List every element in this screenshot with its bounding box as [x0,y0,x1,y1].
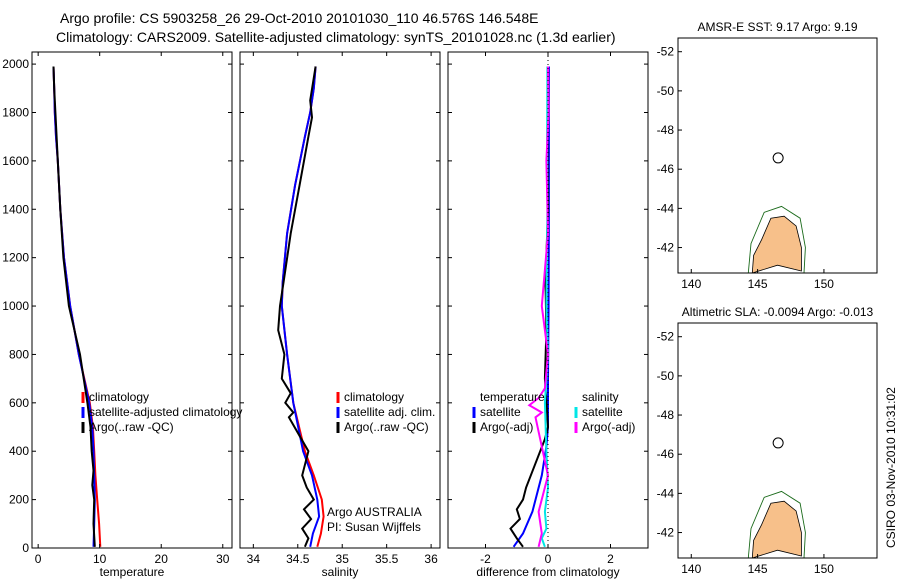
temperature-series-1 [52,66,96,547]
sst_map-ytick-label: -44 [657,201,675,215]
salinity-series-1 [280,66,321,547]
sst_map-xtick-label: 140 [681,277,701,291]
sla_map-argo-marker [772,437,784,449]
depth-tick-label: 400 [9,444,29,458]
temperature-series-2 [52,66,96,547]
depth-tick-label: 1600 [2,154,29,168]
sla_map-shelf-contour [747,490,806,559]
salinity-xtick-label: 35.5 [375,552,399,566]
salinity-series-2 [277,66,317,548]
depth-tick-label: 0 [22,541,29,555]
temperature-xlabel: temperature [100,565,165,579]
salinity-xtick-label: 35 [336,552,350,566]
sst_map-ytick-label: -46 [657,162,675,176]
depth-tick-label: 600 [9,396,29,410]
sst_map-ytick-label: -42 [657,241,675,255]
sla_map-ytick-label: -46 [657,447,675,461]
depth-tick-label: 800 [9,347,29,361]
sst_map-ytick-label: -50 [657,84,675,98]
sst_map-ytick-label: -52 [657,45,675,59]
temperature-legend-1-label: satellite-adjusted climatology [89,405,242,419]
sla_map-xtick-label: 140 [681,562,701,576]
salinity-xtick-label: 34 [247,552,261,566]
depth-tick-label: 1400 [2,202,29,216]
sst_map-ytick-label: -48 [657,123,675,137]
depth-tick-label: 1800 [2,105,29,119]
depth-tick-label: 200 [9,493,29,507]
climatology-subtitle: Climatology: CARS2009. Satellite-adjuste… [56,29,616,45]
profile-title: Argo profile: CS 5903258_26 29-Oct-2010 … [60,10,539,26]
salinity-xlabel: salinity [322,565,359,579]
sla_map-panel: Altimetric SLA: -0.0094 Argo: -0.013 140 1… [657,305,878,576]
diff-legend-salinity-title: salinity [582,390,619,404]
temperature-legend-0-label: climatology [89,390,149,404]
pi-note: PI: Susan Wijffels [327,520,421,534]
difference-xlabel: difference from climatology [476,565,619,579]
sla_map-ytick-label: -52 [657,330,675,344]
diff-legend-temp-sat-label: satellite [480,405,521,419]
salinity-legend-2-label: Argo(..raw -QC) [344,420,429,434]
temperature-legend-2-label: Argo(..raw -QC) [89,420,174,434]
difference-xtick-label: 0 [545,552,552,566]
salinity-xtick-label: 34.5 [286,552,310,566]
temperature-xtick-label: 0 [35,552,42,566]
sst_map-xtick-label: 150 [814,277,834,291]
temperature-xtick-label: 30 [216,552,230,566]
sla_map-frame [677,322,878,559]
diff-legend-temp-argo-label: Argo(-adj) [480,420,533,434]
salinity-axes-frame [239,51,441,549]
depth-tick-label: 1000 [2,299,29,313]
diff-legend-sal-sat-label: satellite [582,405,623,419]
difference-xtick-label: -2 [480,552,491,566]
sst_map-shelf-contour [747,205,806,274]
diff-legend-sal-argo-label: Argo(-adj) [582,420,635,434]
sst_map-title: AMSR-E SST: 9.17 Argo: 9.19 [697,20,857,34]
diff-legend-temperature-title: temperature [480,390,545,404]
sla_map-xtick-label: 150 [814,562,834,576]
sla_map-xtick-label: 145 [748,562,768,576]
salinity-legend-0-label: climatology [344,390,404,404]
sst_map-xtick-label: 145 [748,277,768,291]
sla_map-ytick-label: -50 [657,369,675,383]
sla_map-title: Altimetric SLA: -0.0094 Argo: -0.013 [682,305,874,319]
salinity-xtick-label: 36 [424,552,438,566]
temperature-xtick-label: 20 [155,552,169,566]
temperature-xtick-label: 10 [93,552,107,566]
temperature-plot: 0 10 20 30 0 200 400 600 800 1000 1200 1400 1600 1800… [2,51,242,579]
difference-series-3 [527,66,550,548]
sla_map-ytick-label: -48 [657,408,675,422]
sla_map-ytick-label: -44 [657,486,675,500]
sst_map-panel: AMSR-E SST: 9.17 Argo: 9.19 140 145 150 -42 -… [657,20,878,291]
difference-xtick-label: 2 [607,552,614,566]
difference-series-0 [512,66,550,548]
argo-australia-note: Argo AUSTRALIA [327,505,422,519]
sst_map-frame [677,37,878,274]
sla_map-ytick-label: -42 [657,526,675,540]
sst_map-tasmania [751,215,802,274]
sla_map-tasmania [751,500,802,559]
temperature-axes-frame [31,51,233,549]
salinity-plot: 34 34.5 35 35.5 36 salinity climatologysatelli… [239,51,441,579]
depth-tick-label: 1200 [2,251,29,265]
sst_map-argo-marker [772,152,784,164]
salinity-legend-1-label: satellite adj. clim. [344,405,435,419]
depth-tick-label: 2000 [2,57,29,71]
